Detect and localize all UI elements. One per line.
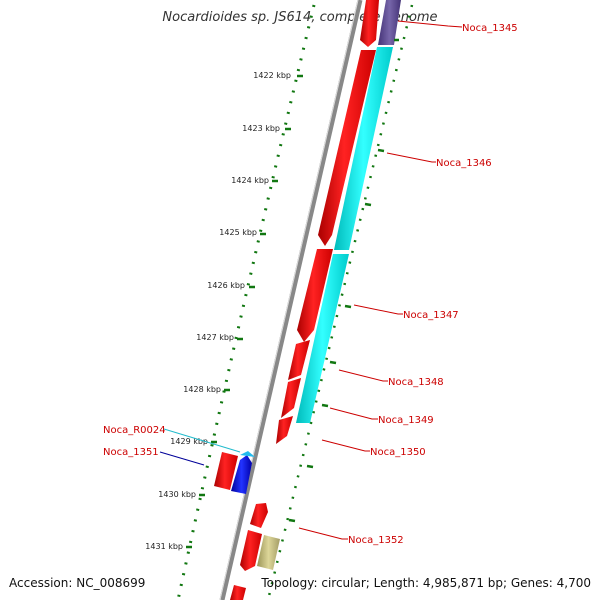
genome-summary-text: Topology: circular; Length: 4,985,871 bp… bbox=[261, 576, 591, 590]
kbp-1426: 1426 kbp bbox=[207, 281, 245, 290]
gene-noca-1352-a[interactable] bbox=[250, 503, 268, 528]
label-noca-1350[interactable]: Noca_1350 bbox=[370, 447, 426, 458]
gene-noca-1346-cyan[interactable] bbox=[334, 47, 393, 250]
accession-text: Accession: NC_008699 bbox=[9, 576, 146, 590]
gene-noca-1345-purple[interactable] bbox=[378, 0, 401, 45]
gene-noca-1352-olive[interactable] bbox=[257, 535, 280, 570]
label-noca-1348[interactable]: Noca_1348 bbox=[388, 377, 444, 388]
label-noca-r0024[interactable]: Noca_R0024 bbox=[103, 425, 166, 436]
gene-noca-1351-red[interactable] bbox=[214, 452, 238, 490]
kbp-1428: 1428 kbp bbox=[183, 385, 221, 394]
kbp-1430: 1430 kbp bbox=[158, 490, 196, 499]
gene-noca-1348[interactable] bbox=[288, 340, 310, 380]
kbp-1423: 1423 kbp bbox=[242, 124, 280, 133]
kbp-1431: 1431 kbp bbox=[145, 542, 183, 551]
gene-noca-1350[interactable] bbox=[276, 416, 293, 444]
gene-noca-r0024[interactable] bbox=[240, 451, 255, 457]
kbp-1427: 1427 kbp bbox=[196, 333, 234, 342]
kbp-labels: 1422 kbp 1423 kbp 1424 kbp 1425 kbp 1426… bbox=[145, 71, 291, 551]
genome-backbone bbox=[219, 0, 363, 600]
gene-noca-1351[interactable] bbox=[231, 455, 252, 494]
gene-noca-1345[interactable] bbox=[360, 0, 379, 47]
kbp-tick-marks bbox=[186, 74, 303, 549]
kbp-1422: 1422 kbp bbox=[253, 71, 291, 80]
label-noca-1347[interactable]: Noca_1347 bbox=[403, 310, 459, 321]
kbp-ruler bbox=[176, 4, 316, 600]
gene-noca-1349[interactable] bbox=[281, 378, 301, 418]
label-noca-1352[interactable]: Noca_1352 bbox=[348, 535, 404, 546]
label-noca-1349[interactable]: Noca_1349 bbox=[378, 415, 434, 426]
gene-noca-1348-cyan[interactable] bbox=[296, 254, 349, 423]
kbp-1424: 1424 kbp bbox=[231, 176, 269, 185]
kbp-1429: 1429 kbp bbox=[170, 437, 208, 446]
kbp-1425: 1425 kbp bbox=[219, 228, 257, 237]
gene-labels: Noca_1345 Noca_1346 Noca_1347 Noca_1348 … bbox=[103, 23, 518, 546]
gene-noca-1347[interactable] bbox=[297, 249, 333, 342]
label-leaders bbox=[159, 20, 463, 540]
gene-noca-1352[interactable] bbox=[240, 530, 262, 571]
gene-bottom-red[interactable] bbox=[230, 585, 246, 600]
label-noca-1346[interactable]: Noca_1346 bbox=[436, 158, 492, 169]
backbone-highlight bbox=[219, 0, 359, 600]
inner-track-ticks bbox=[288, 38, 399, 523]
label-noca-1345[interactable]: Noca_1345 bbox=[462, 23, 518, 34]
label-noca-1351[interactable]: Noca_1351 bbox=[103, 447, 159, 458]
gene-noca-1346[interactable] bbox=[318, 50, 376, 246]
